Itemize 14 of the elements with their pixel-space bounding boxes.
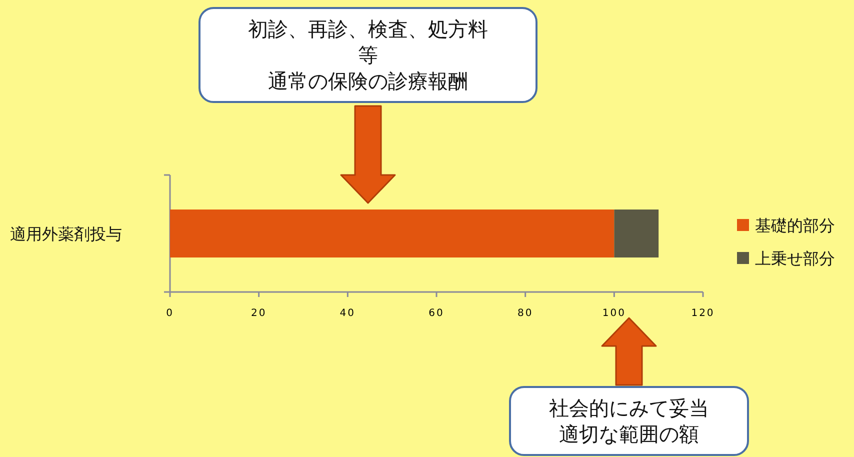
x-tick-label: 60 [428,308,444,319]
text: 社会的にみて妥当 [549,396,709,420]
text: 初診、再診、検査、処方料等 [248,17,488,67]
x-tick-label: 20 [250,308,267,319]
legend-label: 基礎的部分 [755,216,835,235]
text: 適切な範囲の額 [559,422,699,446]
x-tick-label: 80 [517,308,534,319]
x-tick-label: 40 [340,308,356,319]
x-tick-label: 100 [602,308,626,319]
x-tick-label: 120 [691,308,715,319]
y-tick-label: 適用外薬剤投与 [10,224,122,244]
text: 通常の保険の診療報酬 [268,69,468,93]
legend-label: 上乗せ部分 [755,249,835,268]
x-tick-label: 0 [166,308,174,319]
